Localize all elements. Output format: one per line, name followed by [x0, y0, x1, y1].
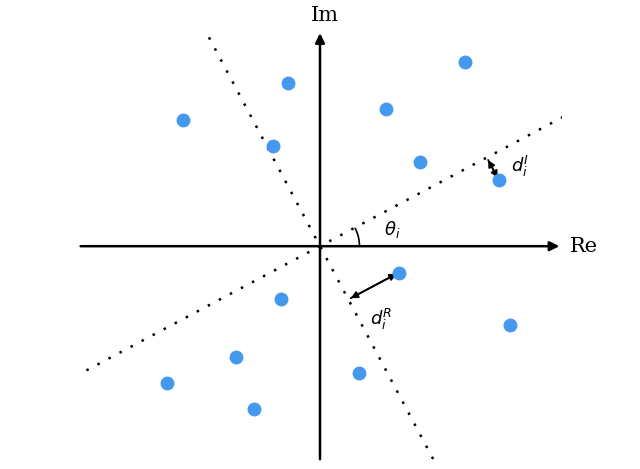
Point — [381, 106, 391, 113]
Point — [460, 58, 470, 66]
Text: $d_i^R$: $d_i^R$ — [371, 307, 393, 332]
Text: $\theta_i$: $\theta_i$ — [383, 219, 400, 240]
Point — [230, 353, 241, 361]
Point — [415, 158, 425, 166]
Text: Im: Im — [311, 6, 339, 25]
Point — [268, 143, 278, 150]
Text: Re: Re — [570, 237, 598, 256]
Point — [162, 379, 172, 387]
Point — [494, 177, 504, 184]
Point — [504, 321, 515, 329]
Point — [520, 11, 531, 18]
Point — [275, 295, 285, 303]
Point — [284, 79, 294, 87]
Point — [249, 406, 259, 413]
Point — [355, 369, 365, 376]
Point — [178, 116, 188, 124]
Text: $d_i^I$: $d_i^I$ — [511, 154, 529, 179]
Point — [394, 269, 404, 276]
